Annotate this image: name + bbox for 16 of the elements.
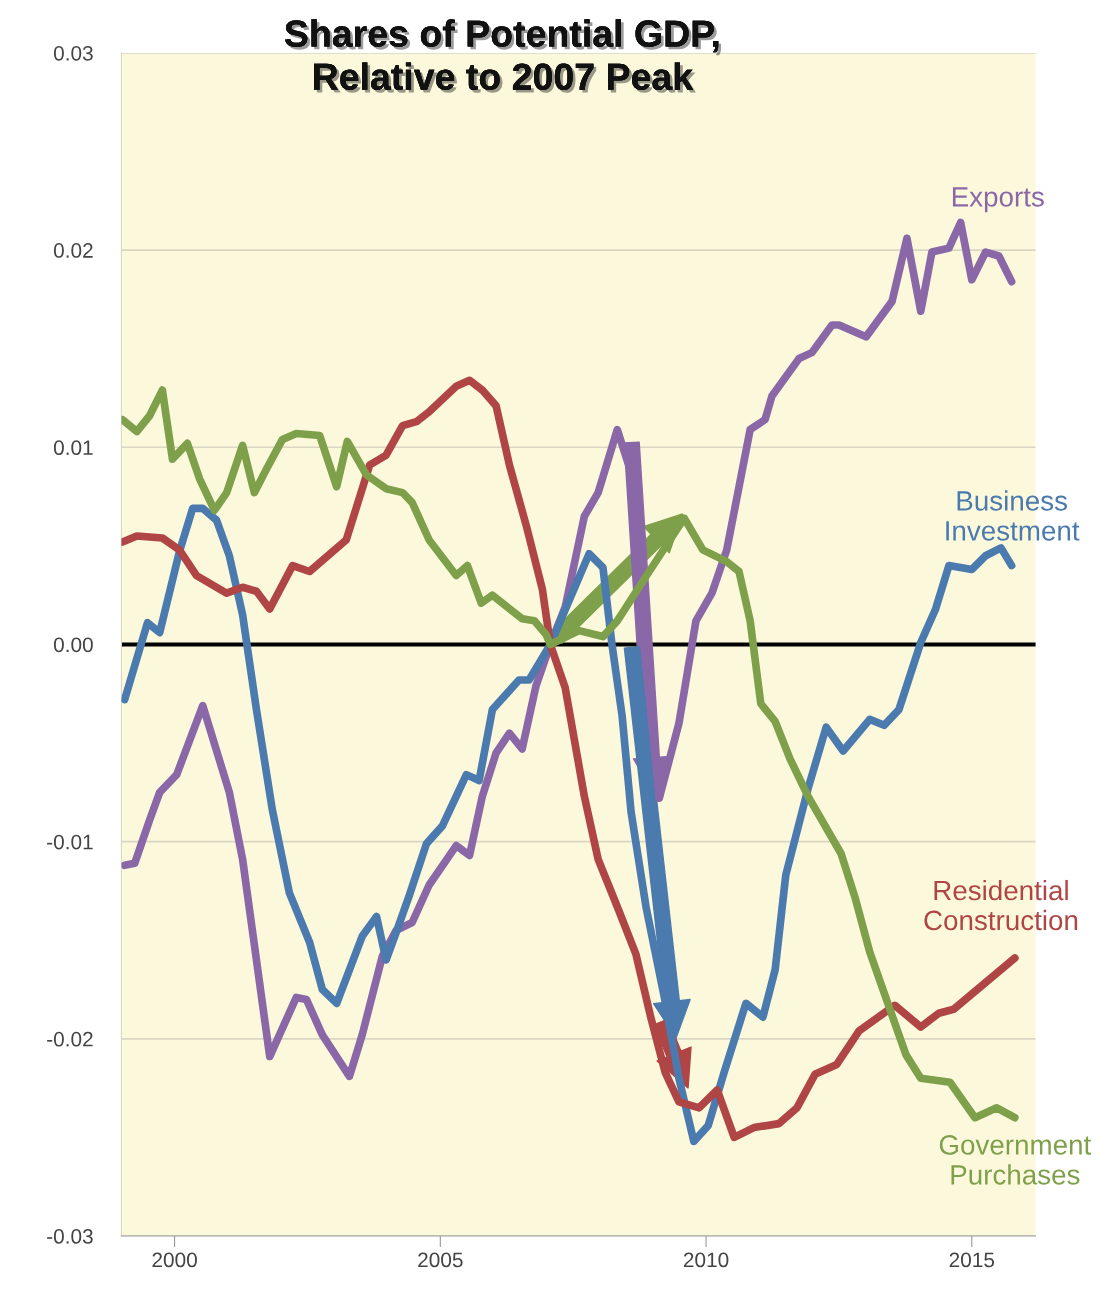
y-tick-label: -0.03 — [47, 1229, 93, 1244]
x-tick-label: 2015 — [949, 1252, 995, 1268]
x-tick-label: 2005 — [418, 1252, 463, 1268]
series-label: Residential Construction — [924, 879, 1078, 931]
y-tick-label: 0.02 — [53, 243, 93, 258]
y-tick-label: 0.03 — [53, 45, 93, 61]
y-tick-label: 0.01 — [53, 440, 93, 456]
x-tick-label: 2010 — [683, 1252, 729, 1268]
y-tick-label: -0.01 — [47, 834, 93, 850]
x-tick-label: 2000 — [152, 1252, 197, 1268]
y-tick-label: 0.00 — [53, 637, 93, 653]
y-tick-label: -0.02 — [47, 1031, 93, 1047]
chart-title: Shares of Potential GDP, Relative to 2007 Peak — [284, 19, 722, 93]
series-label: Business Investment — [946, 490, 1080, 541]
series-label: Government Purchases — [939, 1135, 1092, 1185]
series-label: Exports — [952, 187, 1044, 213]
